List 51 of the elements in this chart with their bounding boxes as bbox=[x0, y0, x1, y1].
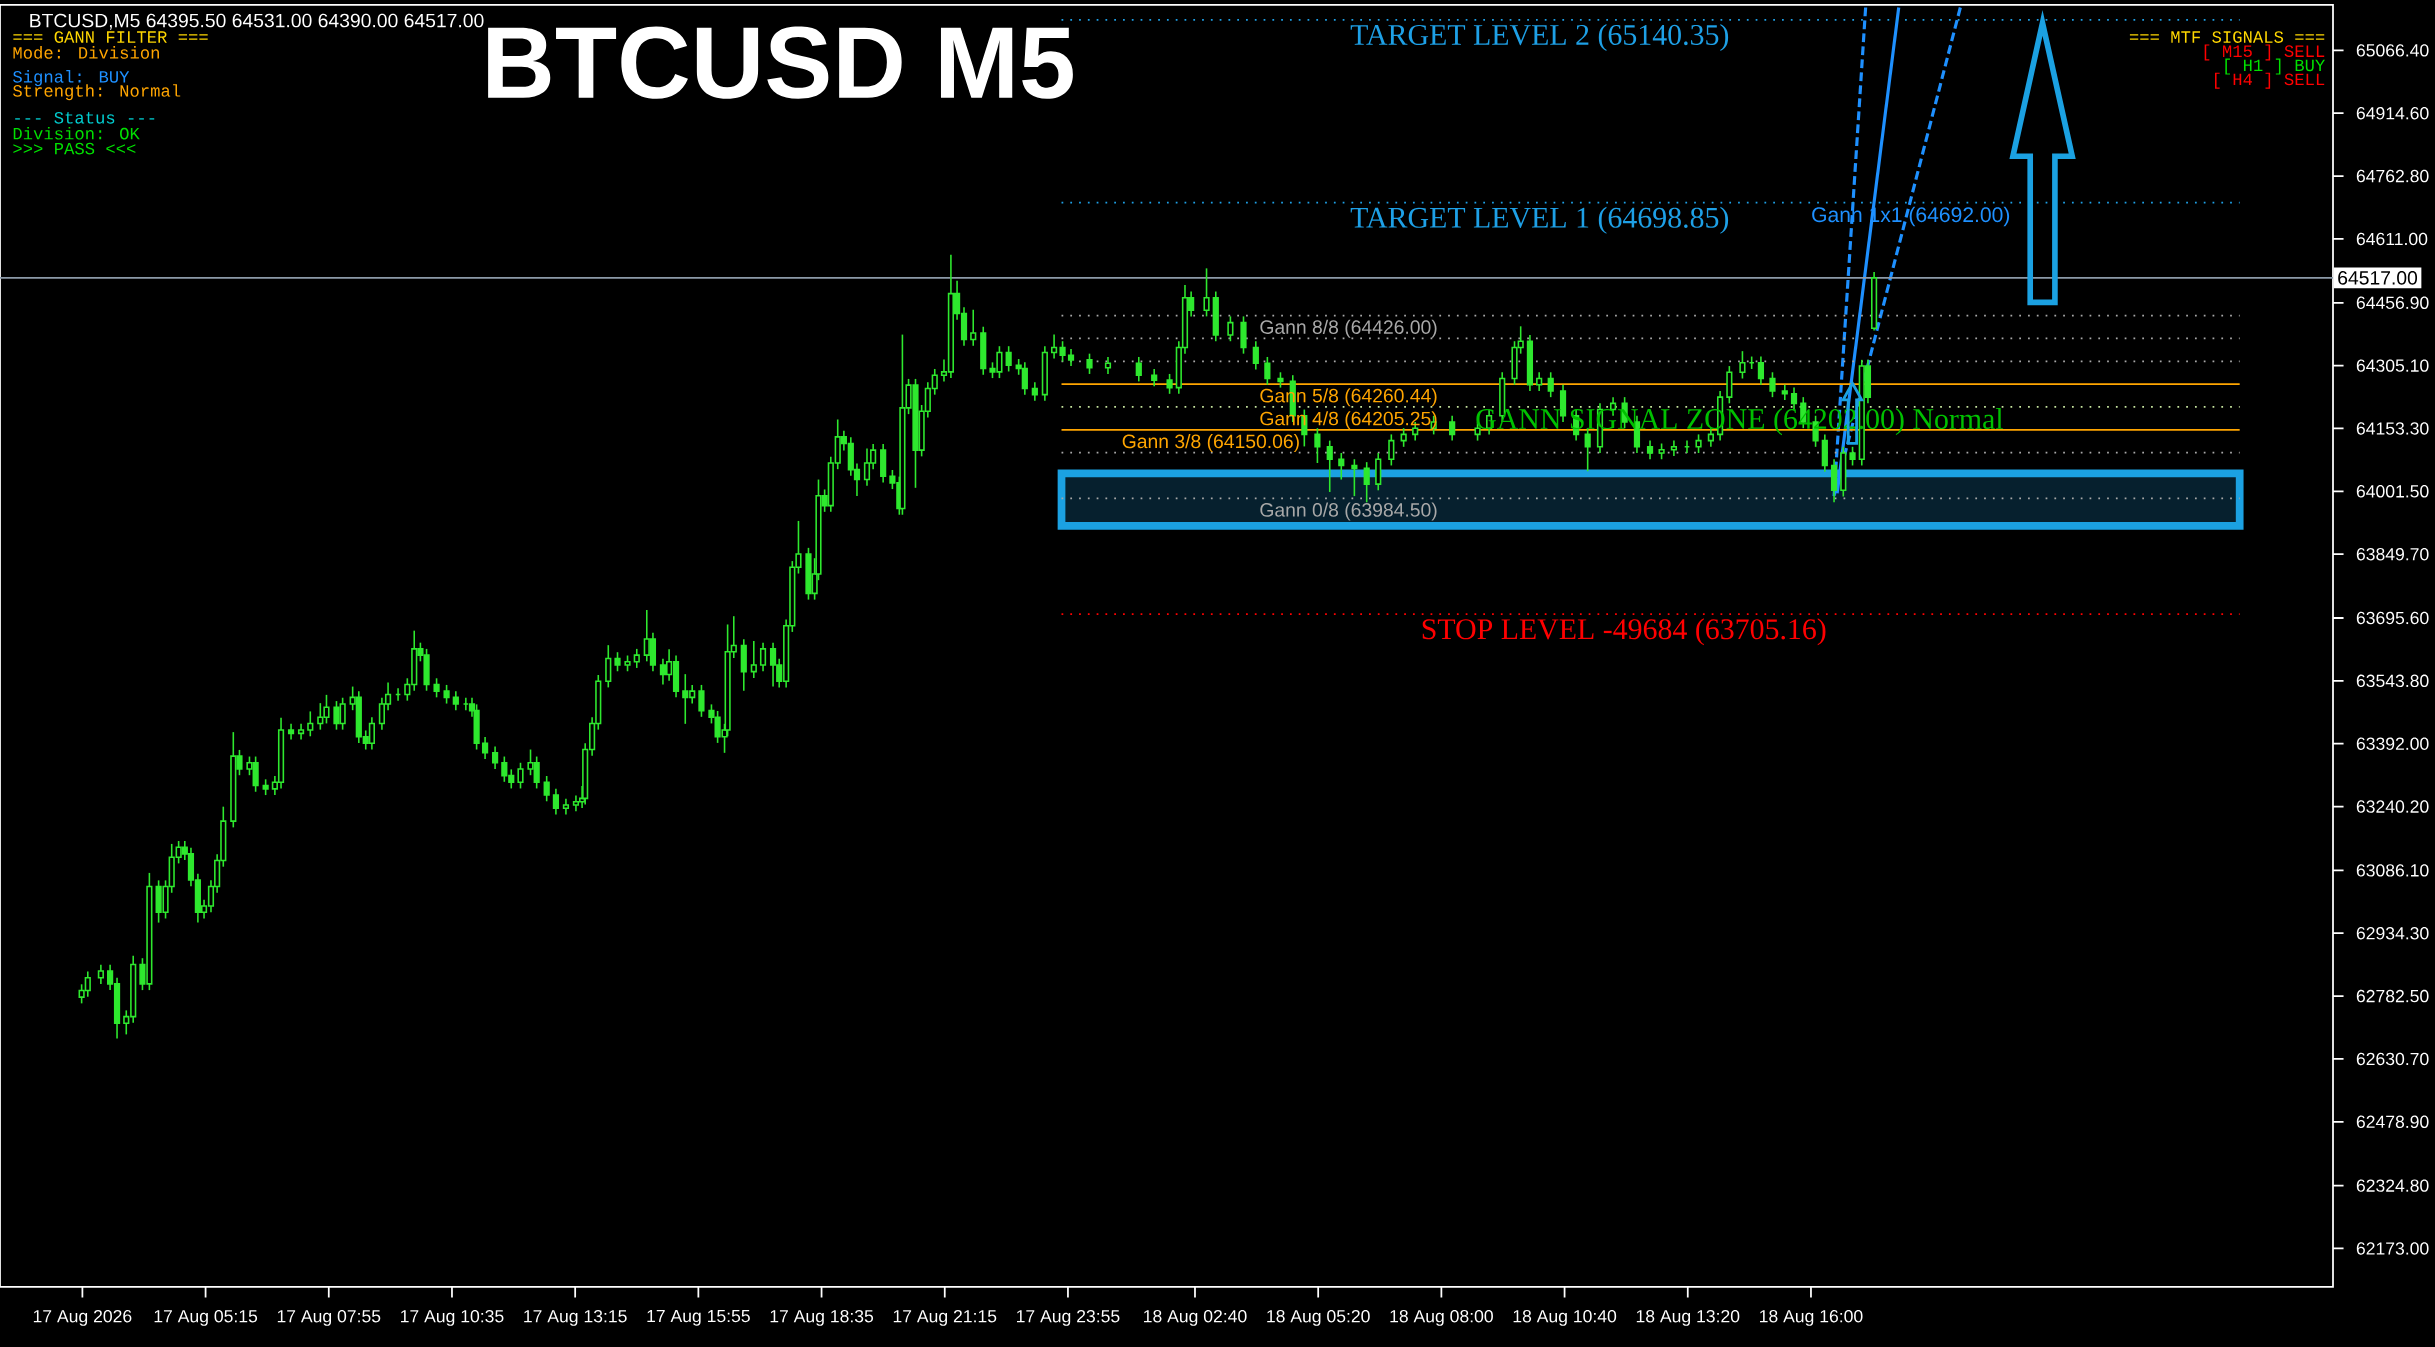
ref-line-label: TARGET LEVEL 2 (65140.35) bbox=[1350, 23, 1729, 52]
x-tick-label: 18 Aug 05:20 bbox=[1267, 1309, 1370, 1326]
y-tick-label: 63543.80 bbox=[2356, 674, 2429, 688]
annotation: Division: OK bbox=[13, 126, 140, 140]
ref-line-label: Gann 3/8 (64150.06) bbox=[1122, 434, 1299, 453]
ref-line-label: 64517.00 bbox=[2338, 271, 2418, 285]
x-tick-label: 17 Aug 07:55 bbox=[277, 1309, 381, 1326]
x-tick-label: 17 Aug 15:55 bbox=[647, 1309, 750, 1326]
y-tick-label: 63240.20 bbox=[2356, 800, 2429, 813]
y-tick-label: 64914.60 bbox=[2356, 106, 2429, 120]
annotation: BTCUSD,M5 64395.50 64531.00 64390.00 64517.00 bbox=[30, 13, 484, 30]
annotation: --- Status --- bbox=[15, 111, 155, 124]
x-tick-label: 18 Aug 13:20 bbox=[1636, 1309, 1740, 1326]
y-tick-label: 63849.70 bbox=[2356, 547, 2429, 561]
y-tick-label: 62630.70 bbox=[2356, 1052, 2429, 1066]
ref-line-label: Gann 0/8 (63984.50) bbox=[1260, 502, 1437, 521]
y-tick-label: 63086.10 bbox=[2356, 864, 2429, 877]
y-tick-label: 64762.80 bbox=[2356, 169, 2429, 183]
y-tick-label: 62782.50 bbox=[2356, 989, 2429, 1003]
annotation: >>> PASS <<< bbox=[13, 142, 136, 155]
x-tick-label: 17 Aug 05:15 bbox=[154, 1309, 258, 1326]
y-tick-label: 63392.00 bbox=[2356, 737, 2429, 750]
y-tick-label: 65066.40 bbox=[2356, 44, 2429, 57]
x-tick-label: 17 Aug 21:15 bbox=[893, 1309, 997, 1326]
x-tick-label: 18 Aug 16:00 bbox=[1760, 1309, 1863, 1326]
y-tick-label: 64456.90 bbox=[2356, 296, 2429, 309]
annotation: === MTF SIGNALS === bbox=[2129, 31, 2325, 43]
y-tick-label: 64611.00 bbox=[2356, 232, 2428, 246]
x-tick-label: 18 Aug 02:40 bbox=[1144, 1309, 1247, 1326]
y-tick-label: 64153.30 bbox=[2356, 422, 2429, 435]
annotation: Strength: Normal bbox=[13, 84, 181, 101]
y-tick-label: 62324.80 bbox=[2356, 1179, 2429, 1192]
ref-line-label: STOP LEVEL -49684 (63705.16) bbox=[1422, 618, 1826, 646]
ref-line-label: Gann 8/8 (64426.00) bbox=[1260, 319, 1437, 338]
annotation: Mode: Division bbox=[13, 46, 159, 59]
x-tick-label: 17 Aug 2026 bbox=[33, 1309, 132, 1326]
x-tick-label: 18 Aug 10:40 bbox=[1513, 1309, 1617, 1326]
x-tick-label: 17 Aug 10:35 bbox=[401, 1309, 504, 1326]
y-tick-label: 63695.60 bbox=[2356, 611, 2429, 625]
y-tick-label: 62173.00 bbox=[2356, 1242, 2429, 1255]
x-tick-label: 17 Aug 18:35 bbox=[770, 1309, 874, 1326]
x-tick-label: 17 Aug 23:55 bbox=[1016, 1309, 1120, 1326]
annotation: === GANN FILTER === bbox=[13, 31, 208, 43]
x-tick-label: 18 Aug 08:00 bbox=[1390, 1309, 1493, 1326]
ref-line-label: TARGET LEVEL 1 (64698.85) bbox=[1350, 206, 1729, 234]
chart-title: BTCUSD M5 bbox=[488, 26, 1073, 99]
y-tick-label: 64305.10 bbox=[2356, 359, 2429, 372]
x-tick-label: 17 Aug 13:15 bbox=[524, 1309, 627, 1326]
y-tick-label: 62478.90 bbox=[2356, 1115, 2429, 1129]
y-tick-label: 64001.50 bbox=[2356, 485, 2429, 498]
y-tick-label: 62934.30 bbox=[2356, 927, 2429, 940]
